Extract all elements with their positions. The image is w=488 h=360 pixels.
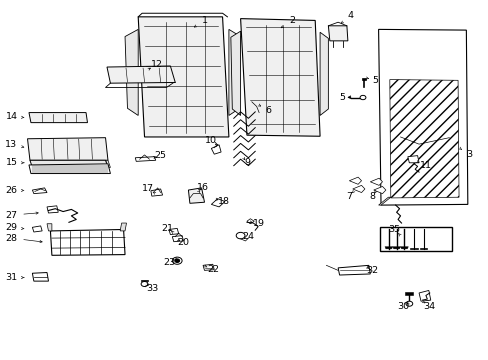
Polygon shape: [384, 247, 392, 249]
Text: 10: 10: [205, 136, 217, 145]
Text: 15: 15: [5, 158, 18, 167]
Polygon shape: [400, 247, 407, 249]
Text: 1: 1: [201, 16, 207, 25]
Polygon shape: [373, 186, 385, 194]
Polygon shape: [240, 19, 320, 136]
Text: 25: 25: [154, 151, 166, 160]
Polygon shape: [168, 228, 178, 234]
Text: 35: 35: [388, 225, 400, 234]
Polygon shape: [50, 229, 125, 255]
Polygon shape: [203, 264, 214, 270]
Polygon shape: [32, 188, 47, 194]
Polygon shape: [32, 273, 48, 281]
Text: 32: 32: [366, 266, 378, 275]
Circle shape: [359, 95, 365, 100]
Text: 16: 16: [197, 183, 209, 192]
Polygon shape: [230, 31, 240, 116]
Text: 5: 5: [338, 93, 345, 102]
Polygon shape: [378, 30, 467, 205]
Polygon shape: [29, 164, 110, 174]
Text: 6: 6: [264, 105, 270, 114]
Polygon shape: [125, 30, 138, 116]
Text: 31: 31: [5, 273, 18, 282]
Polygon shape: [135, 157, 156, 161]
Text: 12: 12: [150, 60, 163, 69]
Polygon shape: [47, 206, 58, 213]
Text: 22: 22: [206, 265, 218, 274]
Text: 7: 7: [346, 192, 352, 201]
Text: 24: 24: [242, 232, 254, 241]
Text: 19: 19: [253, 219, 264, 228]
Circle shape: [174, 259, 179, 262]
Text: 14: 14: [5, 112, 18, 121]
Polygon shape: [347, 96, 350, 99]
Polygon shape: [378, 197, 390, 205]
Text: 8: 8: [368, 192, 374, 201]
Text: 5: 5: [371, 76, 377, 85]
Polygon shape: [228, 30, 240, 116]
Polygon shape: [392, 247, 400, 249]
Text: 28: 28: [5, 234, 18, 243]
Polygon shape: [418, 291, 430, 301]
Circle shape: [236, 232, 244, 239]
Polygon shape: [405, 292, 412, 295]
Text: 9: 9: [244, 158, 249, 167]
Text: 33: 33: [145, 284, 158, 293]
Polygon shape: [246, 219, 254, 224]
Polygon shape: [188, 188, 204, 203]
Polygon shape: [120, 223, 126, 231]
Text: 29: 29: [5, 223, 18, 232]
Polygon shape: [27, 138, 108, 160]
Polygon shape: [389, 80, 458, 198]
Polygon shape: [337, 265, 369, 275]
Text: 30: 30: [396, 302, 408, 311]
Polygon shape: [348, 177, 361, 184]
Circle shape: [172, 257, 182, 264]
Polygon shape: [32, 226, 42, 232]
Polygon shape: [369, 178, 382, 185]
Text: 34: 34: [422, 302, 434, 311]
Polygon shape: [328, 26, 347, 41]
Polygon shape: [29, 113, 87, 123]
Polygon shape: [141, 280, 148, 281]
Text: 13: 13: [5, 140, 18, 149]
Text: 17: 17: [142, 184, 154, 193]
Polygon shape: [211, 145, 221, 154]
Polygon shape: [172, 235, 183, 242]
Polygon shape: [47, 224, 52, 231]
Text: 21: 21: [161, 224, 173, 233]
Polygon shape: [107, 66, 175, 83]
Polygon shape: [151, 189, 162, 196]
Polygon shape: [105, 160, 110, 167]
Text: 11: 11: [419, 161, 431, 170]
Text: 26: 26: [5, 185, 18, 194]
Polygon shape: [320, 32, 328, 116]
Polygon shape: [361, 78, 366, 80]
Text: 2: 2: [289, 16, 295, 25]
Text: 23: 23: [163, 258, 175, 267]
Circle shape: [405, 301, 412, 306]
Polygon shape: [211, 199, 224, 207]
Polygon shape: [30, 160, 108, 167]
Polygon shape: [352, 185, 364, 193]
Polygon shape: [407, 156, 418, 163]
Circle shape: [141, 282, 148, 287]
Polygon shape: [138, 17, 228, 137]
Text: 3: 3: [465, 150, 471, 159]
Text: 18: 18: [218, 197, 229, 206]
Text: 4: 4: [347, 11, 353, 20]
Bar: [379, 226, 451, 251]
Text: 27: 27: [5, 211, 18, 220]
Text: 20: 20: [177, 238, 189, 247]
